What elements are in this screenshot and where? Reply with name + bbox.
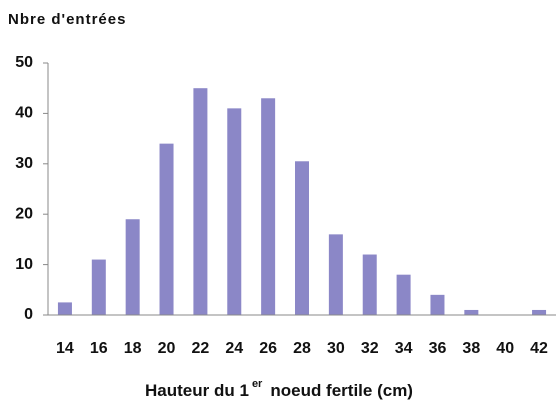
x-tick-label: 38 (462, 340, 480, 357)
y-tick-label: 40 (15, 105, 33, 122)
y-tick-label: 20 (15, 205, 33, 222)
y-tick-label: 30 (15, 155, 33, 172)
y-tick-label: 10 (15, 256, 33, 273)
x-tick-label: 40 (496, 340, 514, 357)
bar (227, 108, 242, 315)
y-tick-label: 50 (15, 54, 33, 71)
x-axis-label-sup: er (252, 378, 263, 390)
bar (532, 309, 547, 315)
x-tick-label: 30 (327, 340, 345, 357)
bar (125, 219, 140, 315)
x-tick-label: 16 (90, 340, 108, 357)
bar (159, 143, 174, 315)
x-axis-label: Hauteur du 1 er noeud fertile (cm) (145, 378, 413, 401)
bar (328, 234, 343, 315)
bar (464, 309, 479, 315)
x-tick-label: 20 (158, 340, 176, 357)
y-tick-label: 0 (24, 306, 33, 323)
bar (261, 98, 276, 315)
x-tick-label: 26 (259, 340, 277, 357)
bar (193, 88, 208, 315)
x-tick-label: 42 (530, 340, 548, 357)
bar (430, 294, 445, 315)
bar (295, 161, 309, 315)
x-tick-label: 28 (293, 340, 311, 357)
x-tick-label: 34 (395, 340, 413, 357)
x-tick-label: 14 (56, 340, 74, 357)
x-axis-label-part: noeud fertile (cm) (270, 381, 413, 400)
bar (91, 259, 106, 315)
x-tick-label: 24 (225, 340, 243, 357)
x-axis-label-part: Hauteur du 1 (145, 381, 249, 400)
chart-title: Nbre d'entrées (8, 11, 126, 28)
x-tick-label: 22 (192, 340, 210, 357)
x-tick-label: 36 (429, 340, 447, 357)
x-tick-label: 32 (361, 340, 379, 357)
bar (396, 274, 411, 315)
x-tick-label: 18 (124, 340, 142, 357)
bar (57, 302, 72, 315)
bar (362, 254, 377, 315)
